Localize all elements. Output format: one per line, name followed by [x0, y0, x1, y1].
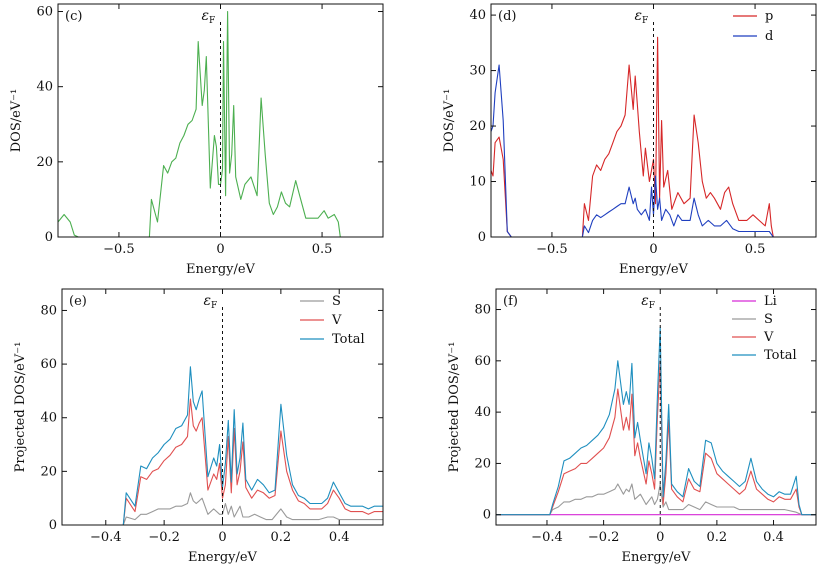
series-line-total-2 [62, 366, 383, 525]
series-line-p-0 [491, 136, 512, 237]
y-tick-label: 20 [40, 464, 57, 479]
legend-label-v: V [331, 313, 342, 328]
x-tick-label: −0.4 [90, 530, 122, 545]
plot-frame [495, 288, 817, 526]
legend: SV Total [300, 294, 365, 347]
y-axis-label: Projected DOS/eV⁻¹ [13, 342, 28, 473]
series-line-total-3 [496, 326, 816, 516]
x-axis-label: Energy/eV [186, 262, 256, 277]
y-tick-label: 40 [40, 411, 57, 426]
legend-label-s: S [764, 312, 773, 327]
y-tick-label: 0 [49, 518, 57, 533]
fermi-level-label: εF [641, 293, 655, 311]
y-tick-label: 80 [474, 303, 491, 318]
panel-label: (e) [69, 294, 87, 309]
y-axis-label: Projected DOS/eV⁻¹ [447, 342, 462, 473]
x-tick-label: 0.5 [745, 242, 766, 257]
y-tick-label: 20 [474, 456, 491, 471]
x-tick-label: 0.2 [271, 530, 292, 545]
panel-label: (c) [65, 9, 82, 24]
x-axis-label: Energy/eV [622, 550, 692, 565]
legend-label-s: S [332, 294, 341, 309]
x-tick-label: −0.5 [536, 242, 568, 257]
legend: Li SV Total [732, 294, 797, 363]
y-tick-label: 0 [478, 230, 486, 245]
y-tick-label: 40 [469, 8, 486, 23]
legend-label-v: V [763, 330, 774, 345]
y-tick-label: 80 [40, 303, 57, 318]
series-line-d-3 [581, 175, 774, 237]
legend-label-total: Total [332, 332, 365, 347]
x-tick-label: 0 [656, 530, 664, 545]
y-tick-label: 60 [474, 354, 491, 369]
y-tick-label: 0 [483, 508, 491, 523]
y-tick-label: 40 [474, 405, 491, 420]
y-tick-label: 60 [40, 357, 57, 372]
legend-label-li: Li [764, 294, 777, 309]
series-group [58, 10, 341, 237]
x-tick-label: −0.5 [103, 242, 135, 257]
y-axis-label: DOS/eV⁻¹ [442, 89, 457, 153]
y-tick-label: 40 [36, 80, 53, 95]
panel-label: (f) [503, 294, 518, 309]
series-line-dos-0 [58, 213, 79, 237]
legend-label-total: Total [764, 348, 797, 363]
panel-d: εF −0.5 0 0.5 0 10 20 30 40 Energy/eV DOS/eV⁻¹ (d) p… [442, 3, 817, 277]
y-tick-label: 20 [469, 119, 486, 134]
fermi-level-subscript: F [211, 301, 217, 311]
fermi-level-subscript: F [209, 16, 215, 26]
panel-c: εF −0.5 0 0.5 0 20 40 60 Energy/eV DOS/eV⁻¹ (c) [9, 3, 384, 277]
x-tick-label: 0.4 [763, 530, 784, 545]
series-line-v-2 [496, 360, 816, 516]
x-tick-label: 0.4 [329, 530, 350, 545]
fermi-level-label: εF [635, 8, 649, 26]
panel-f: εF −0.4 −0.2 0 0.2 0.4 0 20 40 60 80 Energy/eV Proje… [447, 288, 817, 565]
series-line-dos-1 [148, 10, 341, 237]
y-tick-label: 60 [36, 5, 53, 20]
x-axis-label: Energy/eV [188, 550, 258, 565]
y-tick-label: 10 [469, 175, 486, 190]
panel-label: (d) [498, 9, 516, 24]
x-tick-label: 0.2 [707, 530, 728, 545]
y-tick-label: 0 [45, 230, 53, 245]
x-tick-label: −0.4 [531, 530, 563, 545]
fermi-level-label: εF [204, 293, 218, 311]
fermi-level-subscript: F [642, 16, 648, 26]
series-line-p-1 [581, 36, 774, 237]
y-tick-label: 20 [36, 155, 53, 170]
x-tick-label: −0.2 [588, 530, 620, 545]
x-tick-label: 0 [649, 242, 657, 257]
x-tick-label: 0.5 [312, 242, 333, 257]
y-tick-label: 30 [469, 64, 486, 79]
fermi-level-subscript: F [649, 301, 655, 311]
legend: pd [733, 9, 773, 44]
series-line-v-1 [62, 398, 383, 525]
x-tick-label: 0 [218, 530, 226, 545]
legend-label-d: d [765, 29, 773, 44]
x-tick-label: −0.2 [148, 530, 180, 545]
series-group [491, 36, 774, 237]
series-line-s-0 [62, 492, 383, 525]
fermi-level-label: εF [202, 8, 216, 26]
panel-e: εF −0.4 −0.2 0 0.2 0.4 0 20 40 60 80 Energy/eV Proje… [13, 288, 384, 565]
x-tick-label: 0 [216, 242, 224, 257]
y-axis-label: DOS/eV⁻¹ [9, 89, 24, 153]
series-group [62, 366, 383, 525]
x-axis-label: Energy/eV [619, 262, 689, 277]
legend-label-p: p [765, 9, 773, 24]
